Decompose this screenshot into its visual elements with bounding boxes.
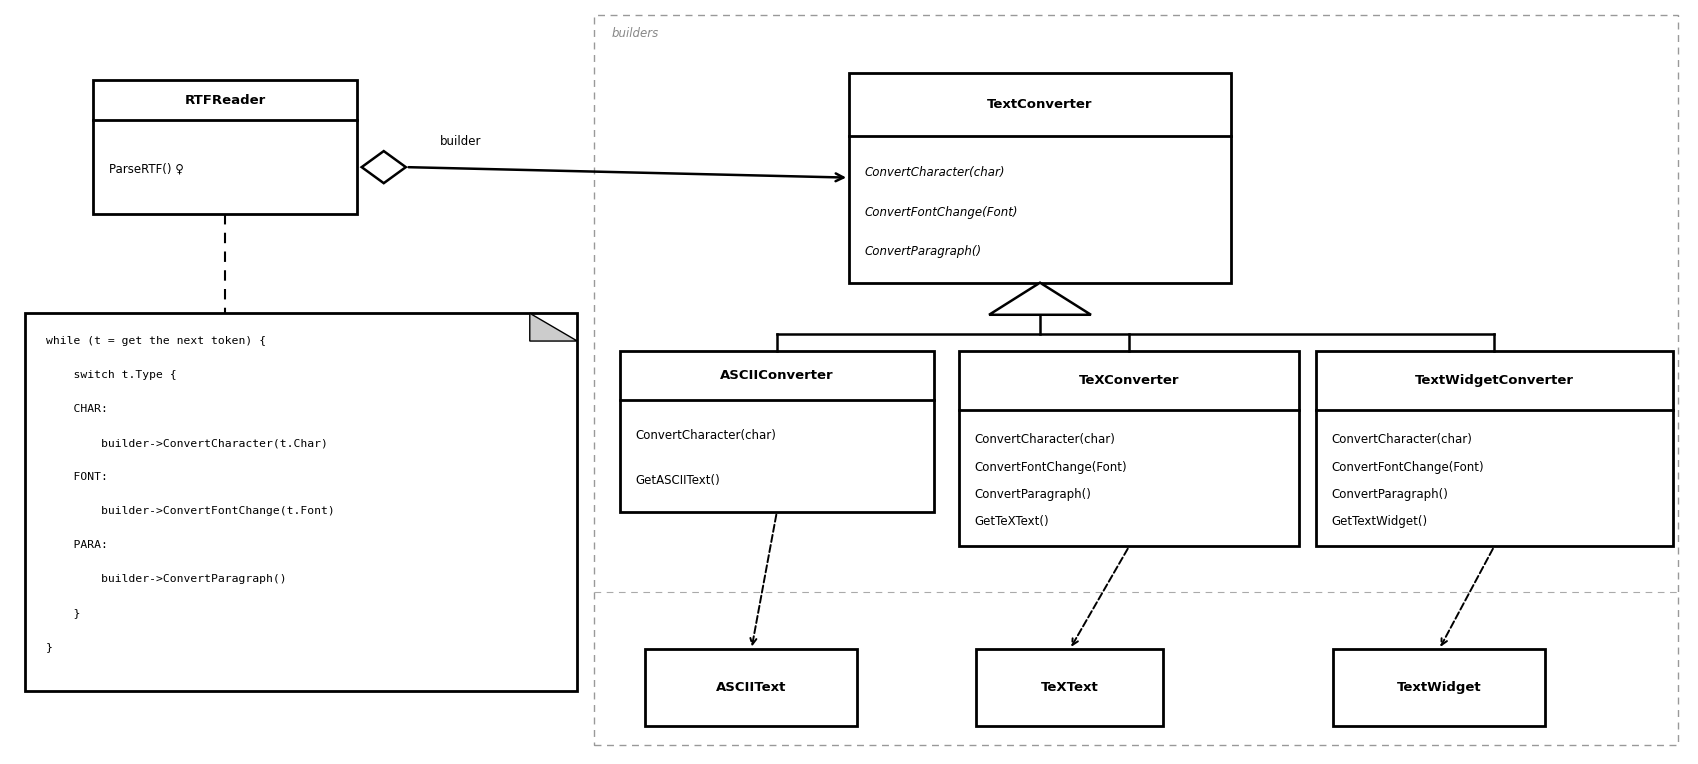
Text: ConvertFontChange(Font): ConvertFontChange(Font): [864, 206, 1017, 219]
Bar: [849, 73, 1231, 283]
Text: TeXConverter: TeXConverter: [1078, 374, 1180, 387]
Bar: [959, 351, 1299, 546]
Text: switch t.Type {: switch t.Type {: [46, 371, 177, 380]
Text: ParseRTF() ♀: ParseRTF() ♀: [109, 163, 183, 176]
Text: builder->ConvertFontChange(t.Font): builder->ConvertFontChange(t.Font): [46, 507, 335, 516]
Text: ConvertCharacter(char): ConvertCharacter(char): [975, 433, 1116, 446]
Text: ASCIIText: ASCIIText: [717, 681, 786, 694]
Polygon shape: [988, 283, 1092, 315]
Text: TeXText: TeXText: [1041, 681, 1099, 694]
Text: ConvertCharacter(char): ConvertCharacter(char): [864, 167, 1005, 180]
Bar: [620, 351, 934, 512]
Text: while (t = get the next token) {: while (t = get the next token) {: [46, 336, 267, 346]
Polygon shape: [362, 151, 406, 183]
Text: GetTeXText(): GetTeXText(): [975, 515, 1049, 528]
Text: ConvertParagraph(): ConvertParagraph(): [975, 488, 1092, 501]
Text: ConvertParagraph(): ConvertParagraph(): [864, 244, 981, 257]
Text: CHAR:: CHAR:: [46, 404, 107, 414]
Text: ConvertFontChange(Font): ConvertFontChange(Font): [1331, 461, 1484, 474]
Text: builder->ConvertCharacter(t.Char): builder->ConvertCharacter(t.Char): [46, 439, 328, 448]
Text: builders: builders: [611, 27, 659, 40]
Text: builder->ConvertParagraph(): builder->ConvertParagraph(): [46, 575, 287, 584]
Text: TextConverter: TextConverter: [987, 98, 1094, 111]
Bar: [1333, 649, 1545, 726]
Bar: [93, 80, 357, 214]
Text: TextWidgetConverter: TextWidgetConverter: [1414, 374, 1574, 387]
Text: FONT:: FONT:: [46, 472, 107, 482]
Text: GetASCIIText(): GetASCIIText(): [635, 474, 720, 487]
Text: ConvertCharacter(char): ConvertCharacter(char): [635, 429, 776, 442]
Bar: [594, 15, 1678, 745]
Text: ConvertParagraph(): ConvertParagraph(): [1331, 488, 1448, 501]
Bar: [976, 649, 1163, 726]
Text: GetTextWidget(): GetTextWidget(): [1331, 515, 1428, 528]
Text: RTFReader: RTFReader: [185, 94, 265, 107]
Text: TextWidget: TextWidget: [1397, 681, 1481, 694]
Text: }: }: [46, 608, 80, 618]
Text: ASCIIConverter: ASCIIConverter: [720, 369, 834, 382]
Bar: [1316, 351, 1673, 546]
Text: }: }: [46, 642, 53, 652]
Text: PARA:: PARA:: [46, 540, 107, 550]
Text: ConvertCharacter(char): ConvertCharacter(char): [1331, 433, 1472, 446]
Text: builder: builder: [440, 135, 481, 148]
Polygon shape: [530, 313, 577, 341]
Text: ConvertFontChange(Font): ConvertFontChange(Font): [975, 461, 1127, 474]
Bar: [25, 313, 577, 691]
Bar: [645, 649, 857, 726]
